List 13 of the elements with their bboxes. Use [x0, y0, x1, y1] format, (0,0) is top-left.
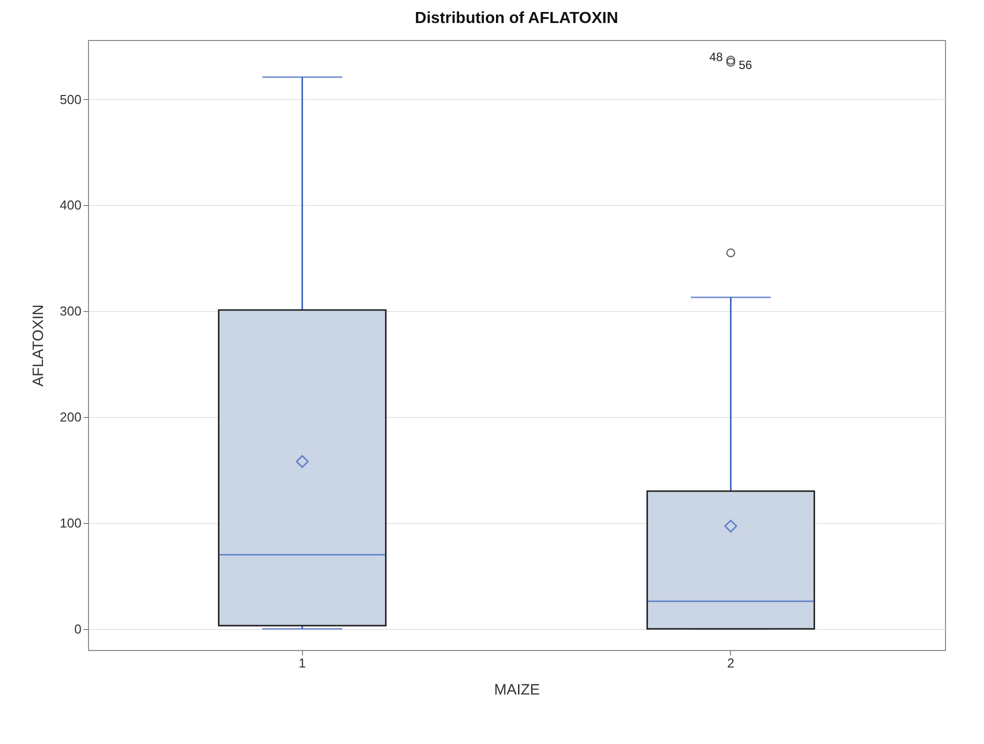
- chart-title: Distribution of AFLATOXIN: [414, 10, 618, 27]
- y-tick-label: 500: [60, 92, 82, 107]
- y-tick-label: 0: [74, 621, 82, 636]
- x-tick-label: 2: [727, 656, 734, 670]
- y-tick-label: 300: [60, 304, 82, 319]
- y-tick-label: 200: [60, 410, 82, 425]
- y-tick-label: 100: [60, 515, 82, 530]
- x-axis-title: MAIZE: [494, 682, 540, 698]
- annotation: 48: [709, 50, 724, 64]
- annotation: 56: [738, 58, 752, 72]
- x-tick-label: 1: [298, 656, 306, 670]
- y-tick-label: 400: [60, 198, 82, 213]
- y-axis-title: AFLATOXIN: [30, 304, 47, 386]
